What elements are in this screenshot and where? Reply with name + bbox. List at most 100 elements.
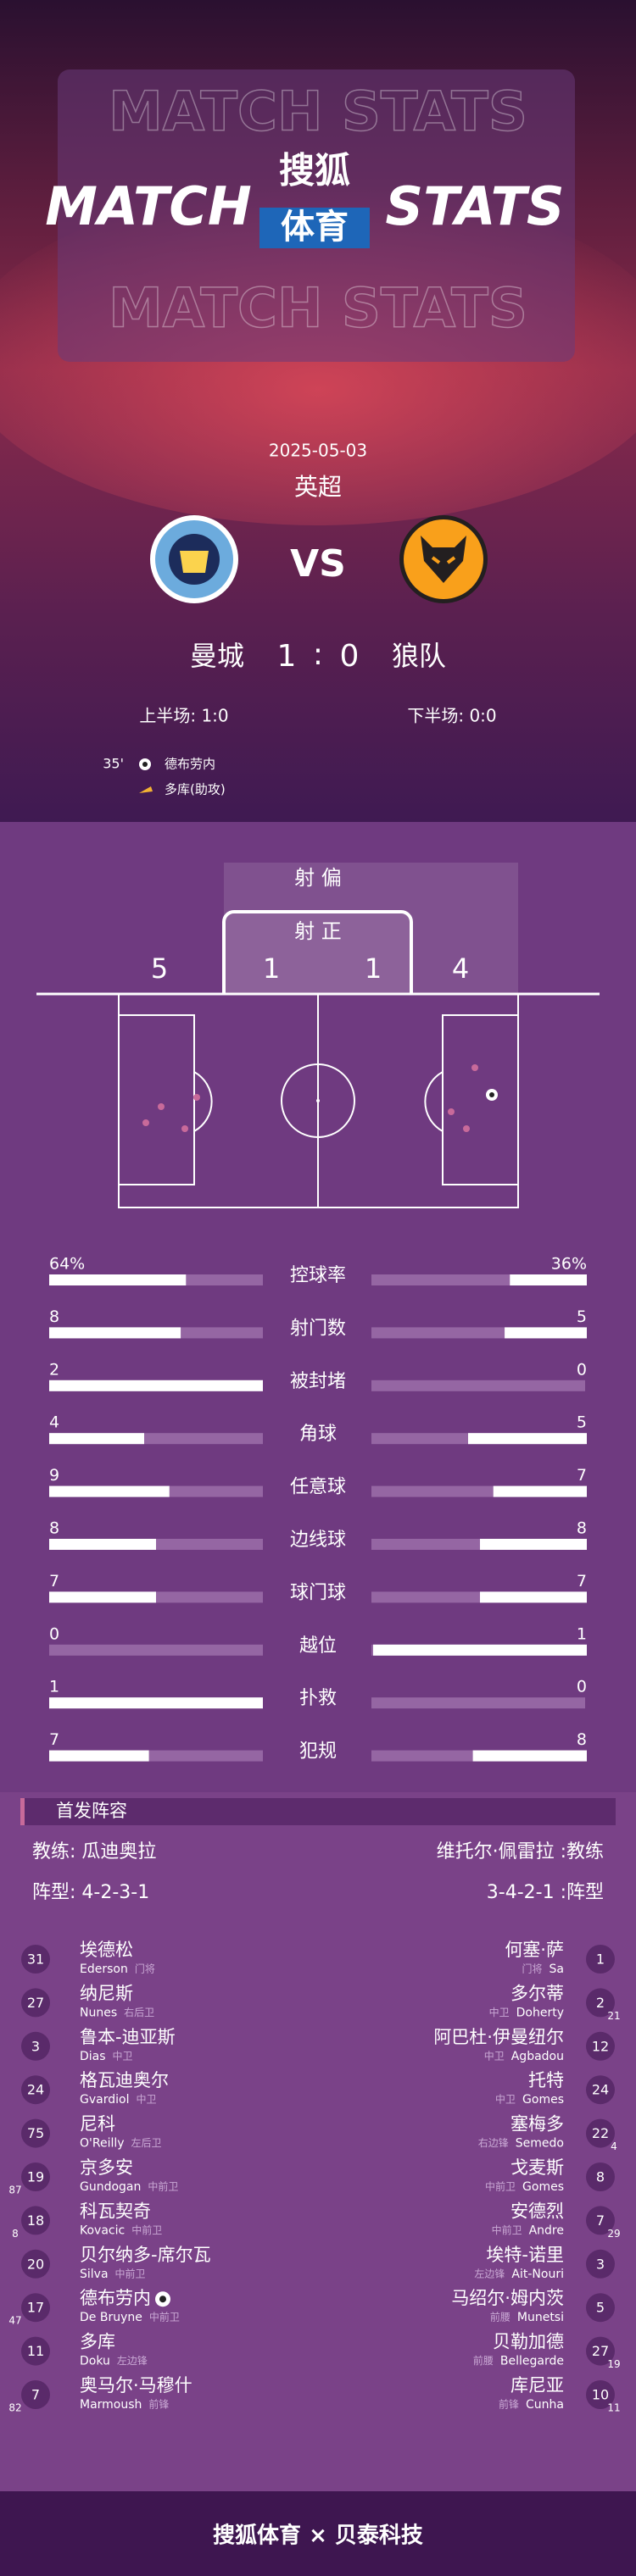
stat-value: 7 <box>49 1730 59 1749</box>
player-pos: 中前卫 <box>148 2180 178 2193</box>
player-number: 27 <box>592 2343 609 2359</box>
player-pos: 中卫 <box>489 2006 510 2018</box>
player-number: 19 <box>27 2169 44 2185</box>
player-pos: 前腰 <box>490 2311 510 2323</box>
player-number: 17 <box>27 2300 44 2316</box>
stat-bar <box>49 1750 149 1762</box>
player-name: 塞梅多 <box>510 2114 564 2135</box>
number-badge <box>586 1988 615 2018</box>
date: 2025-05-03 <box>269 441 367 461</box>
player-pos: 前腰 <box>473 2354 494 2367</box>
lineup-bg <box>0 1792 636 2491</box>
stat-label: 角球 <box>299 1424 337 1445</box>
player-number: 2 <box>596 1995 605 2011</box>
watermark: MATCH STATS <box>109 81 527 144</box>
player-name: 多尔蒂 <box>510 1983 564 2003</box>
player-pos: 左后卫 <box>131 2136 162 2149</box>
second-half: 下半场: 0:0 <box>407 706 496 726</box>
player-number: 3 <box>31 2038 40 2054</box>
number-badge <box>21 1988 50 2018</box>
number-badge <box>21 2031 50 2061</box>
number-badge <box>586 2162 615 2191</box>
player-pos: 左边锋 <box>117 2354 148 2367</box>
player-en: Doherty <box>516 2006 564 2019</box>
player-number: 24 <box>592 2082 609 2098</box>
number-badge <box>586 2380 615 2409</box>
player-pos: 门将 <box>522 1963 543 1975</box>
player-en: Agbadou <box>511 2050 564 2063</box>
away-on: 1 <box>365 952 382 985</box>
player-pos: 中卫 <box>136 2093 156 2106</box>
sub-number: 82 <box>8 2402 21 2414</box>
number-badge <box>586 2206 615 2235</box>
stat-bar <box>49 1433 144 1445</box>
number-badge <box>21 2249 50 2279</box>
stat-value: 7 <box>49 1572 59 1591</box>
stat-bar <box>49 1274 187 1285</box>
player-number: 27 <box>27 1995 44 2011</box>
number-badge <box>586 2293 615 2323</box>
stat-value: 64% <box>49 1255 85 1274</box>
off-target-label: 射 偏 <box>294 866 342 890</box>
player-number: 31 <box>27 1951 44 1968</box>
home-on: 1 <box>263 952 280 985</box>
player-name: 多库 <box>80 2332 115 2352</box>
stat-bar <box>493 1485 587 1497</box>
number-badge <box>21 2075 50 2105</box>
stat-label: 被封堵 <box>290 1371 346 1392</box>
player-number: 3 <box>596 2256 605 2272</box>
stat-bar <box>468 1433 587 1445</box>
away-coach: 维托尔·佩雷拉 :教练 <box>437 1841 604 1863</box>
sub-number: 87 <box>8 2185 21 2196</box>
stat-value: 1 <box>577 1624 587 1643</box>
sub-number: 19 <box>607 2358 620 2370</box>
player-name: 何塞·萨 <box>505 1940 564 1960</box>
title-left: MATCH <box>45 175 251 237</box>
number-badge <box>21 2162 50 2191</box>
player-name: 鲁本-迪亚斯 <box>80 2027 176 2047</box>
player-pos: 门将 <box>135 1963 155 1975</box>
stat-value: 7 <box>577 1466 587 1485</box>
stat-value: 0 <box>577 1360 587 1379</box>
player-number: 10 <box>592 2387 609 2403</box>
player-name: 埃德松 <box>80 1940 133 1960</box>
away-score: 0 <box>340 639 360 674</box>
ball-icon-center <box>142 762 148 767</box>
stat-track <box>49 1644 263 1656</box>
player-pos: 左边锋 <box>474 2267 505 2279</box>
stat-bar <box>49 1591 156 1603</box>
away-logo <box>399 515 488 603</box>
goal-icon-center <box>159 2296 166 2303</box>
player-name: 戈麦斯 <box>510 2157 564 2178</box>
on-target-box <box>222 910 413 994</box>
player-name: 贝尔纳多-席尔瓦 <box>80 2245 211 2265</box>
player-name: 纳尼斯 <box>80 1983 133 2003</box>
player-en: Gvardiol <box>80 2093 129 2107</box>
lineup-title: 首发阵容 <box>56 1801 127 1821</box>
player-name: 贝勒加德 <box>493 2332 564 2352</box>
player-pos: 右边锋 <box>478 2136 509 2149</box>
sub-number: 21 <box>607 2010 620 2022</box>
logo-box <box>259 208 370 248</box>
player-en: Ederson <box>80 1963 128 1976</box>
number-badge <box>21 2206 50 2235</box>
player-number: 18 <box>27 2212 44 2229</box>
home-score: 1 <box>277 639 297 674</box>
player-pos: 中卫 <box>484 2049 505 2062</box>
player-name: 阿巴杜·伊曼纽尔 <box>433 2027 564 2047</box>
player-number: 22 <box>592 2125 609 2141</box>
player-en: Ait-Nouri <box>511 2268 564 2281</box>
home-name: 曼城 <box>190 640 244 672</box>
pitch <box>118 993 519 1208</box>
player-en: Doku <box>80 2355 110 2368</box>
player-name: 京多安 <box>80 2157 133 2178</box>
logo-top: 搜狐 <box>279 150 350 192</box>
number-badge <box>586 2336 615 2366</box>
stat-label: 射门数 <box>290 1318 346 1339</box>
player-pos: 中前卫 <box>131 2223 162 2236</box>
player-en: O'Reilly <box>80 2137 125 2151</box>
assist-icon <box>139 786 153 793</box>
player-en: Sa <box>550 1963 564 1976</box>
stat-value: 9 <box>49 1466 59 1485</box>
player-name: 马绍尔·姆内茨 <box>451 2288 564 2308</box>
